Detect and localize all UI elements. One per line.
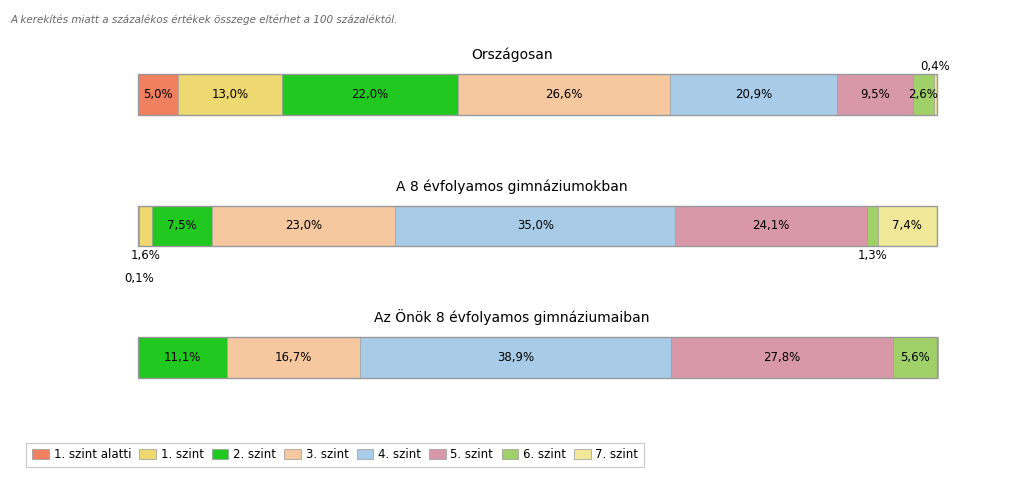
Text: Országosan: Országosan [471, 48, 553, 62]
Bar [138, 337, 937, 378]
Text: 22,0%: 22,0% [351, 88, 388, 101]
Text: 11,1%: 11,1% [164, 351, 202, 364]
Legend: 1. szint alatti, 1. szint, 2. szint, 3. szint, 4. szint, 5. szint, 6. szint, 7. : 1. szint alatti, 1. szint, 2. szint, 3. … [27, 443, 644, 467]
Bar [878, 206, 937, 246]
Bar [893, 337, 938, 378]
Text: 13,0%: 13,0% [212, 88, 249, 101]
Bar [867, 206, 878, 246]
Text: 38,9%: 38,9% [497, 351, 535, 364]
Text: 23,0%: 23,0% [285, 219, 323, 232]
Bar [913, 74, 934, 115]
Text: 7,5%: 7,5% [167, 219, 197, 232]
Bar [671, 337, 893, 378]
Text: Az Önök 8 évfolyamos gimnáziumaiban: Az Önök 8 évfolyamos gimnáziumaiban [374, 309, 650, 325]
Text: A kerekítés miatt a százalékos értékek összege eltérhet a 100 százaléktól.: A kerekítés miatt a százalékos értékek ö… [10, 14, 397, 25]
Text: 35,0%: 35,0% [517, 219, 554, 232]
Bar [212, 206, 395, 246]
Text: 16,7%: 16,7% [274, 351, 312, 364]
Bar [138, 74, 937, 115]
Bar [838, 74, 913, 115]
Bar [139, 206, 152, 246]
Bar [138, 74, 178, 115]
Text: 0,4%: 0,4% [921, 60, 950, 73]
Text: 5,6%: 5,6% [900, 351, 930, 364]
Text: 26,6%: 26,6% [545, 88, 583, 101]
Text: 27,8%: 27,8% [763, 351, 801, 364]
Bar [138, 337, 227, 378]
Text: A 8 évfolyamos gimnáziumokban: A 8 évfolyamos gimnáziumokban [396, 179, 628, 194]
Text: 20,9%: 20,9% [735, 88, 772, 101]
Text: 0,1%: 0,1% [124, 272, 154, 285]
Bar [360, 337, 671, 378]
Bar [178, 74, 282, 115]
Text: 9,5%: 9,5% [860, 88, 890, 101]
Text: 24,1%: 24,1% [753, 219, 790, 232]
Bar [282, 74, 458, 115]
Bar [670, 74, 838, 115]
Bar [675, 206, 867, 246]
Bar [138, 206, 937, 246]
Bar [227, 337, 360, 378]
Text: 1,6%: 1,6% [130, 249, 161, 261]
Text: 2,6%: 2,6% [908, 88, 938, 101]
Bar [458, 74, 670, 115]
Bar [152, 206, 212, 246]
Text: 7,4%: 7,4% [893, 219, 923, 232]
Bar [395, 206, 675, 246]
Bar [934, 74, 937, 115]
Text: 5,0%: 5,0% [143, 88, 173, 101]
Text: 1,3%: 1,3% [858, 249, 888, 261]
